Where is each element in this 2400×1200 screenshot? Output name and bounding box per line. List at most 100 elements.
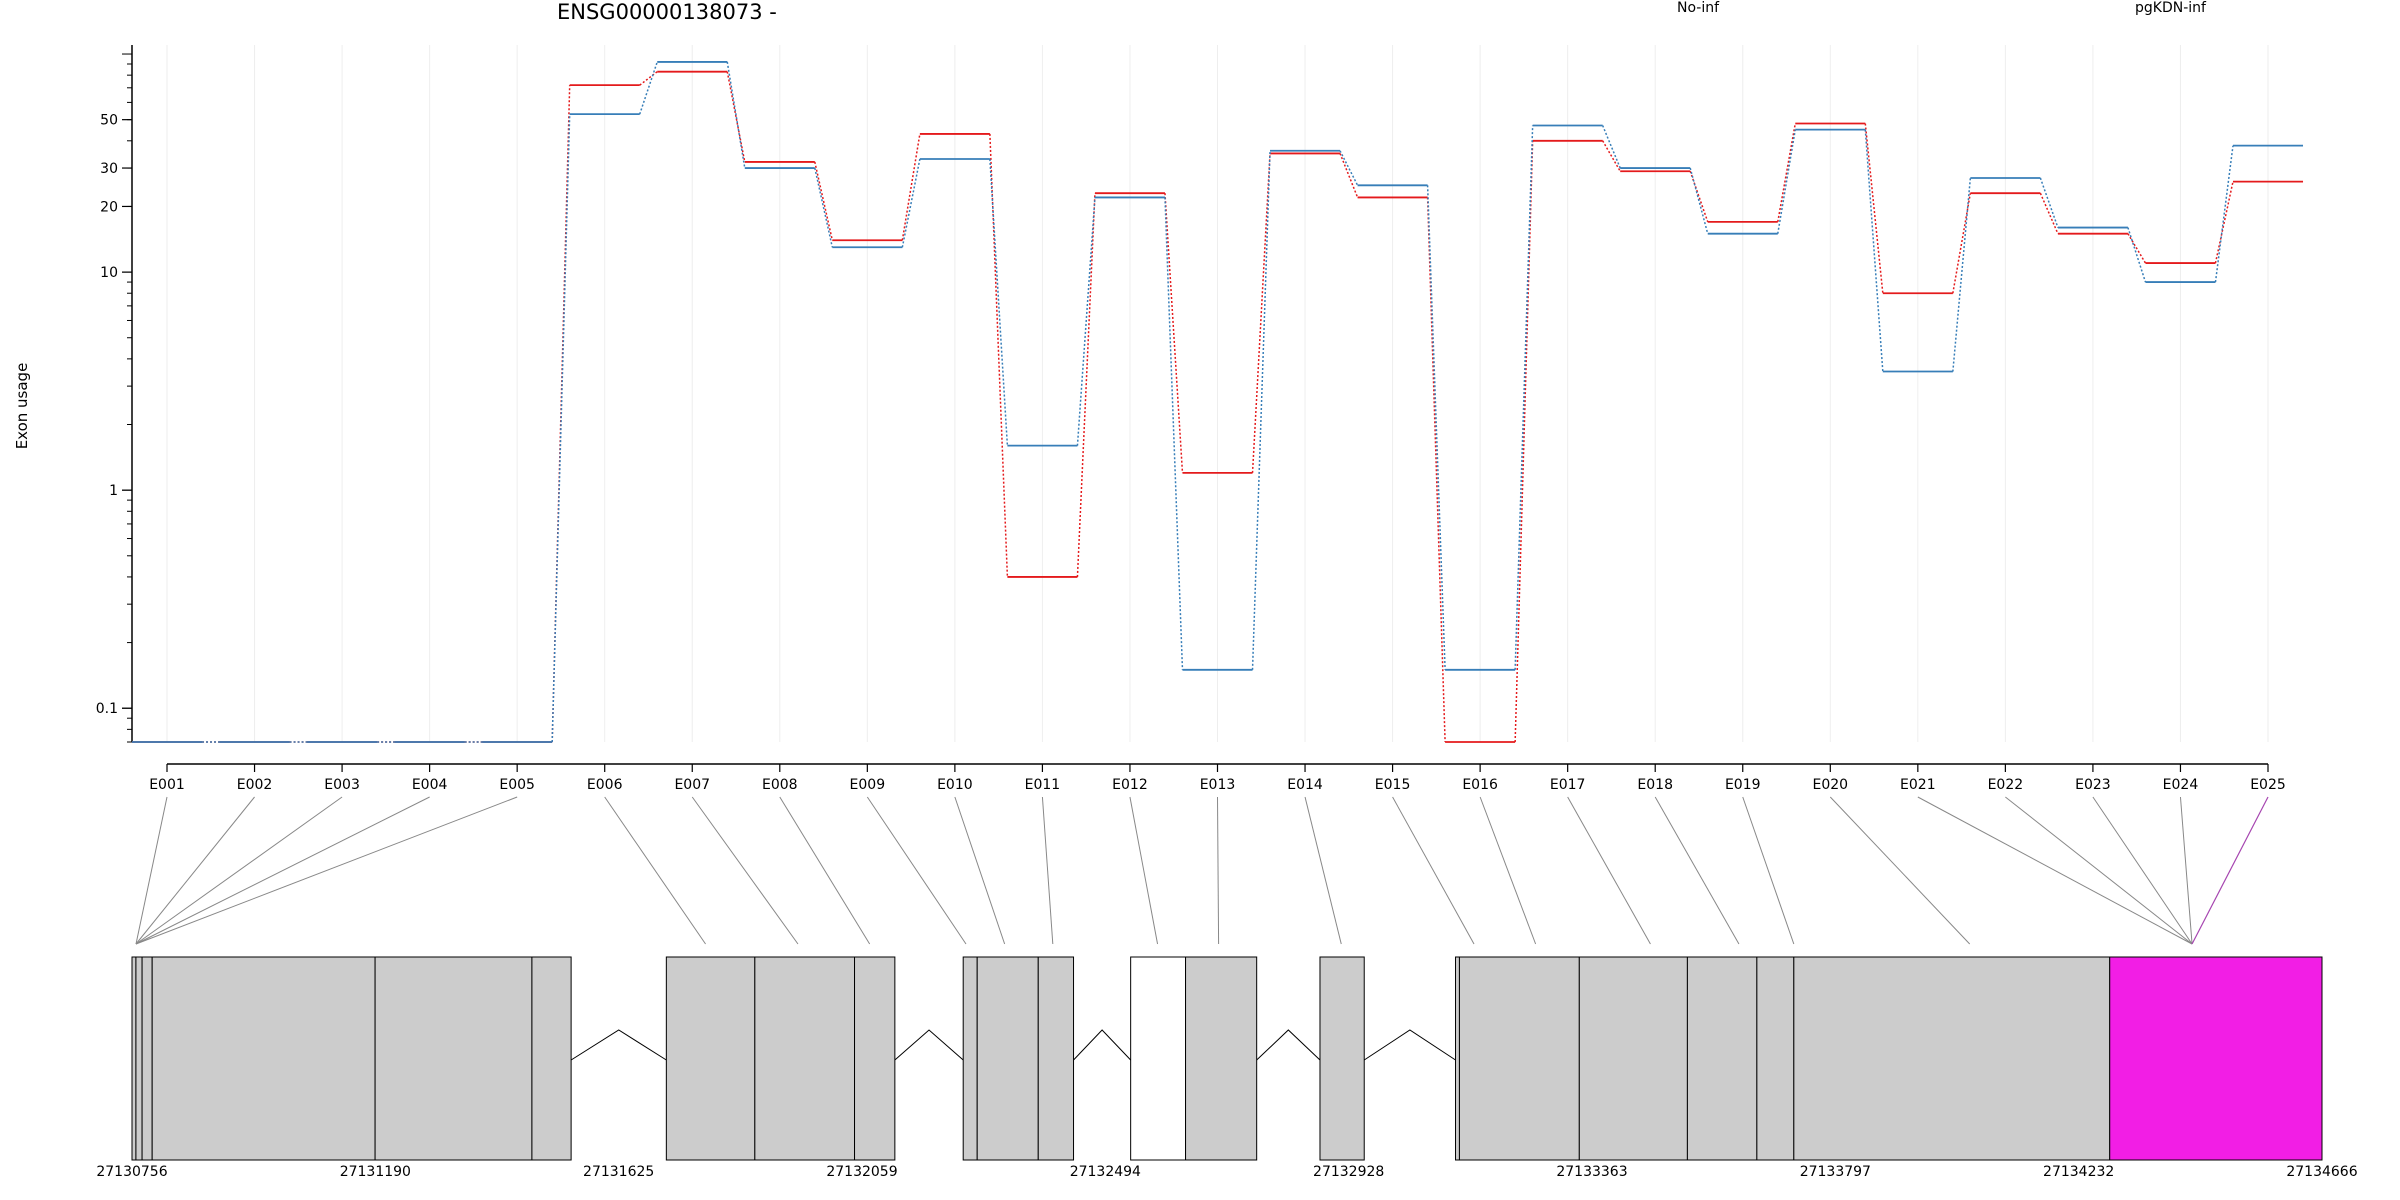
- intron-4: [1256, 1029, 1321, 1061]
- vertical-gridlines: [166, 45, 2269, 742]
- exon-block-18: [1686, 956, 1758, 1161]
- coordinate-label-27132928: 27132928: [1313, 1164, 1384, 1180]
- connector-e004: [135, 796, 430, 945]
- series-1-connector-e016: [1514, 125, 1534, 670]
- exon-block-13: [1185, 956, 1258, 1161]
- series-0-connector-e018: [1689, 171, 1709, 223]
- series-0-connector-e023: [2127, 233, 2147, 264]
- series-0-connector-e015: [1426, 197, 1446, 743]
- series-1-connector-e011: [1076, 197, 1096, 446]
- series-0-connector-e021: [1952, 193, 1972, 294]
- x-tick-label-e018: E018: [1637, 777, 1673, 793]
- x-tick-label-e016: E016: [1462, 777, 1498, 793]
- connector-e019: [1742, 796, 1795, 945]
- coordinate-label-27132059: 27132059: [826, 1164, 897, 1180]
- connector-e011: [1041, 796, 1054, 945]
- connector-e023: [2092, 796, 2193, 945]
- series-1-connector-e019: [1777, 129, 1797, 234]
- x-tick-label-e019: E019: [1725, 777, 1761, 793]
- y-tick-label-20: 20: [100, 199, 118, 215]
- gene-model: [131, 956, 2323, 1161]
- series-layer: [131, 61, 2304, 743]
- coordinate-label-27131625: 27131625: [583, 1164, 654, 1180]
- exon-noncoding-1: [1130, 956, 1187, 1161]
- exon-block-21: [2109, 956, 2323, 1161]
- x-tick-label-e024: E024: [2163, 777, 2199, 793]
- x-tick-label-e006: E006: [587, 777, 623, 793]
- x-tick-label-e022: E022: [1988, 777, 2024, 793]
- series-1-connector-e015: [1426, 185, 1446, 670]
- exon-block-11: [976, 956, 1039, 1161]
- series-1-connector-e017: [1601, 125, 1621, 169]
- series-0-connector-e009: [901, 133, 921, 241]
- series-1-connector-e012: [1164, 197, 1184, 670]
- chart-title: ENSG00000138073 -: [557, 0, 777, 24]
- series-0-connector-e008: [814, 161, 834, 241]
- exon-block-19: [1756, 956, 1795, 1161]
- series-1-connector-e023: [2127, 227, 2147, 283]
- exon-block-7: [665, 956, 756, 1161]
- connector-e018: [1654, 796, 1740, 945]
- series-1-connector-e024: [2214, 145, 2234, 283]
- exon-block-20: [1793, 956, 2111, 1161]
- series-1-connector-e005: [551, 114, 571, 743]
- connector-e003: [135, 796, 343, 945]
- connector-e012: [1129, 796, 1159, 945]
- connector-e024: [2179, 796, 2193, 945]
- intron-5: [1363, 1029, 1456, 1061]
- connector-e014: [1304, 796, 1342, 945]
- series-0-connector-e016: [1514, 140, 1534, 743]
- exon-block-14: [1319, 956, 1365, 1161]
- exon-block-17: [1578, 956, 1688, 1161]
- series-1-connector-e006: [639, 61, 658, 115]
- connector-e016: [1479, 796, 1537, 945]
- intron-1: [570, 1029, 667, 1061]
- x-tick-label-e011: E011: [1025, 777, 1061, 793]
- connector-e005: [135, 796, 518, 945]
- y-tick-label-0.1: 0.1: [96, 701, 118, 717]
- x-tick-label-e002: E002: [237, 777, 273, 793]
- x-tick-label-e007: E007: [674, 777, 710, 793]
- connector-e021: [1917, 796, 2193, 945]
- x-tick-label-e020: E020: [1813, 777, 1849, 793]
- connector-e022: [2005, 796, 2193, 945]
- series-pgkdn-inf: [131, 61, 2304, 743]
- connector-e007: [691, 796, 799, 945]
- series-0-connector-e011: [1076, 193, 1096, 577]
- exon-block-8: [754, 956, 856, 1161]
- exon-block-9: [854, 956, 896, 1161]
- coordinate-label-27130756: 27130756: [96, 1164, 167, 1180]
- x-tick-label-e013: E013: [1200, 777, 1236, 793]
- exon-block-1: [131, 956, 137, 1161]
- y-tick-label-10: 10: [100, 265, 118, 281]
- connector-e017: [1567, 796, 1651, 945]
- coordinate-label-27134232: 27134232: [2043, 1164, 2114, 1180]
- intron-3: [1073, 1029, 1132, 1061]
- exon-block-5: [374, 956, 533, 1161]
- legend-entry-no-inf: No-inf: [1677, 0, 1720, 16]
- series-0-connector-e022: [2039, 192, 2059, 234]
- intron-2: [894, 1029, 964, 1061]
- legend-entry-pgkdn-inf: pgKDN-inf: [2135, 0, 2206, 16]
- series-1-connector-e021: [1952, 177, 1972, 372]
- x-tick-label-e017: E017: [1550, 777, 1586, 793]
- coordinate-label-27131190: 27131190: [340, 1164, 411, 1180]
- x-tick-label-e003: E003: [324, 777, 360, 793]
- x-tick-label-e015: E015: [1375, 777, 1411, 793]
- coordinate-label-27133363: 27133363: [1556, 1164, 1627, 1180]
- connector-e015: [1392, 796, 1475, 945]
- connector-e020: [1829, 796, 1971, 945]
- connector-e025: [2191, 796, 2269, 945]
- connector-e002: [135, 796, 255, 945]
- y-axis: 0.1 1 10 20 30 50: [96, 45, 133, 743]
- x-tick-label-e008: E008: [762, 777, 798, 793]
- x-tick-label-e009: E009: [850, 777, 886, 793]
- x-tick-label-e001: E001: [149, 777, 185, 793]
- series-0-connector-e013: [1251, 153, 1271, 473]
- connector-e001: [135, 796, 168, 945]
- connector-e010: [954, 796, 1006, 945]
- exon-block-10: [962, 956, 978, 1161]
- exon-block-6: [531, 956, 572, 1161]
- x-tick-label-e023: E023: [2075, 777, 2111, 793]
- series-0-connector-e017: [1602, 140, 1621, 172]
